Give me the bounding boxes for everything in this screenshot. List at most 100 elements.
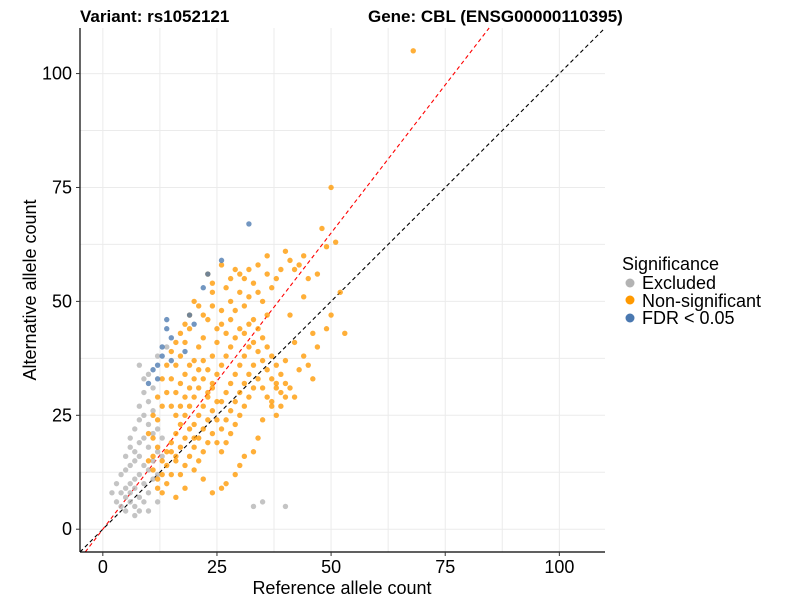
reference-line-fit bbox=[84, 27, 490, 553]
reference-line-identity bbox=[79, 27, 606, 553]
data-point-non-significant bbox=[255, 262, 261, 268]
data-point-excluded bbox=[141, 376, 147, 382]
data-point-non-significant bbox=[300, 353, 307, 359]
data-point-non-significant bbox=[314, 344, 321, 350]
x-tick-label: 75 bbox=[435, 557, 455, 577]
data-point-non-significant bbox=[291, 339, 298, 346]
data-point-non-significant bbox=[269, 398, 275, 405]
data-point-non-significant bbox=[223, 439, 229, 446]
data-point-non-significant bbox=[145, 458, 152, 464]
legend-label-excluded: Excluded bbox=[642, 273, 716, 293]
data-point-non-significant bbox=[159, 403, 165, 409]
data-point-non-significant bbox=[269, 376, 275, 382]
data-point-non-significant bbox=[191, 376, 197, 382]
data-point-fdr-0-05 bbox=[186, 312, 193, 318]
data-point-non-significant bbox=[209, 408, 216, 414]
data-point-non-significant bbox=[182, 321, 188, 327]
data-point-non-significant bbox=[273, 385, 280, 391]
data-point-non-significant bbox=[150, 453, 156, 460]
data-point-non-significant bbox=[259, 298, 266, 305]
data-point-non-significant bbox=[200, 357, 206, 364]
data-point-non-significant bbox=[164, 362, 170, 368]
data-point-excluded bbox=[154, 471, 161, 478]
data-point-non-significant bbox=[200, 449, 206, 455]
data-point-non-significant bbox=[332, 239, 339, 245]
legend-key-non-significant bbox=[625, 295, 635, 305]
data-point-non-significant bbox=[209, 289, 216, 295]
data-point-fdr-0-05 bbox=[164, 316, 170, 323]
data-point-fdr-0-05 bbox=[168, 357, 175, 364]
data-point-non-significant bbox=[218, 362, 225, 368]
data-point-non-significant bbox=[255, 348, 261, 355]
data-point-non-significant bbox=[259, 357, 266, 364]
data-point-excluded bbox=[118, 503, 124, 510]
data-point-non-significant bbox=[278, 371, 284, 377]
data-point-non-significant bbox=[282, 357, 289, 364]
data-point-non-significant bbox=[195, 435, 202, 441]
data-point-non-significant bbox=[227, 408, 234, 414]
data-point-non-significant bbox=[232, 371, 238, 377]
data-point-non-significant bbox=[209, 380, 216, 387]
data-point-non-significant bbox=[195, 385, 202, 391]
data-point-non-significant bbox=[410, 48, 416, 54]
data-point-non-significant bbox=[191, 444, 197, 450]
data-point-excluded bbox=[136, 417, 143, 423]
data-point-non-significant bbox=[195, 458, 202, 464]
data-point-non-significant bbox=[150, 467, 156, 473]
data-point-non-significant bbox=[323, 326, 330, 332]
data-point-non-significant bbox=[186, 385, 193, 391]
data-point-fdr-0-05 bbox=[154, 376, 161, 382]
data-point-non-significant bbox=[159, 471, 165, 478]
data-point-non-significant bbox=[214, 371, 220, 377]
data-point-non-significant bbox=[214, 439, 220, 446]
data-point-non-significant bbox=[255, 376, 261, 382]
data-point-non-significant bbox=[186, 326, 193, 332]
data-point-non-significant bbox=[310, 376, 316, 382]
data-point-non-significant bbox=[173, 339, 179, 346]
chart-title-gene: Gene: CBL (ENSG00000110395) bbox=[368, 7, 623, 26]
data-point-non-significant bbox=[159, 458, 165, 464]
data-point-non-significant bbox=[214, 417, 220, 423]
data-point-excluded bbox=[150, 458, 156, 464]
data-point-non-significant bbox=[164, 449, 170, 455]
data-point-non-significant bbox=[227, 380, 234, 387]
data-point-non-significant bbox=[278, 389, 284, 396]
data-point-non-significant bbox=[328, 184, 334, 191]
data-point-non-significant bbox=[186, 403, 193, 409]
data-point-non-significant bbox=[168, 439, 175, 446]
data-point-non-significant bbox=[223, 417, 229, 423]
data-point-non-significant bbox=[182, 371, 188, 377]
data-point-non-significant bbox=[205, 389, 211, 396]
data-point-excluded bbox=[113, 480, 120, 487]
data-point-excluded bbox=[145, 508, 152, 514]
data-point-non-significant bbox=[232, 335, 238, 341]
data-point-non-significant bbox=[250, 362, 257, 368]
data-point-non-significant bbox=[250, 280, 257, 286]
data-point-non-significant bbox=[227, 298, 234, 305]
data-point-excluded bbox=[145, 467, 152, 473]
data-point-excluded bbox=[122, 485, 129, 491]
data-point-non-significant bbox=[205, 394, 211, 400]
data-point-non-significant bbox=[223, 330, 229, 336]
data-point-non-significant bbox=[223, 480, 229, 487]
data-point-excluded bbox=[154, 449, 161, 455]
x-tick-label: 50 bbox=[321, 557, 341, 577]
data-point-non-significant bbox=[186, 453, 193, 460]
x-axis-ticks: 0 25 50 75 100 bbox=[98, 552, 574, 577]
data-point-excluded bbox=[136, 494, 143, 501]
data-point-non-significant bbox=[200, 312, 206, 318]
data-point-excluded bbox=[145, 490, 152, 496]
data-point-non-significant bbox=[264, 367, 270, 373]
data-point-non-significant bbox=[145, 430, 152, 437]
data-point-excluded bbox=[259, 499, 266, 505]
data-point-excluded bbox=[136, 508, 143, 514]
data-point-excluded bbox=[141, 412, 147, 419]
data-point-non-significant bbox=[246, 266, 252, 273]
data-point-non-significant bbox=[273, 380, 280, 387]
data-point-fdr-0-05 bbox=[154, 362, 161, 368]
data-point-non-significant bbox=[250, 339, 257, 346]
data-point-non-significant bbox=[154, 485, 161, 491]
data-point-non-significant bbox=[191, 298, 197, 305]
data-point-excluded bbox=[150, 385, 156, 391]
data-point-non-significant bbox=[264, 253, 270, 259]
